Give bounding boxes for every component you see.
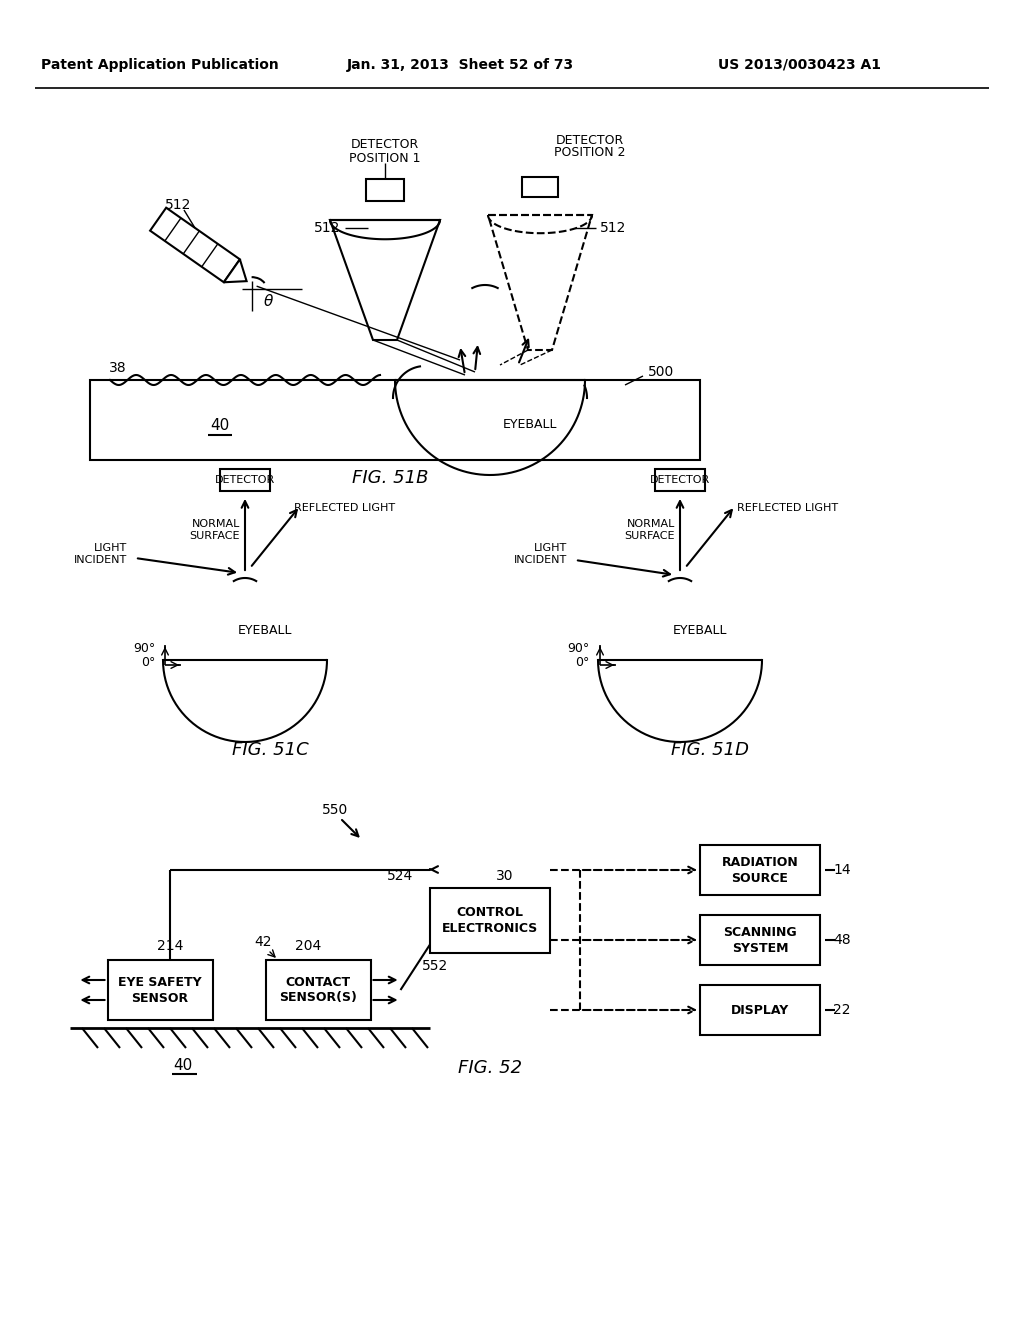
Text: 500: 500 xyxy=(648,366,674,379)
Text: DETECTOR: DETECTOR xyxy=(650,475,710,484)
Bar xyxy=(700,845,820,895)
Bar xyxy=(700,915,820,965)
Text: SURFACE: SURFACE xyxy=(625,531,675,541)
Bar xyxy=(366,178,404,201)
Text: EYE SAFETY: EYE SAFETY xyxy=(118,975,202,989)
Text: REFLECTED LIGHT: REFLECTED LIGHT xyxy=(737,503,839,513)
Bar xyxy=(108,960,213,1020)
Text: 48: 48 xyxy=(834,933,851,946)
Text: SENSOR(S): SENSOR(S) xyxy=(280,991,357,1005)
Text: Jan. 31, 2013  Sheet 52 of 73: Jan. 31, 2013 Sheet 52 of 73 xyxy=(346,58,573,73)
Text: 204: 204 xyxy=(295,939,322,953)
Polygon shape xyxy=(488,215,592,350)
Polygon shape xyxy=(224,259,247,282)
Text: CONTROL: CONTROL xyxy=(457,906,523,919)
Bar xyxy=(265,960,371,1020)
Text: LIGHT: LIGHT xyxy=(94,543,127,553)
Text: EYEBALL: EYEBALL xyxy=(238,623,292,636)
Text: DETECTOR: DETECTOR xyxy=(215,475,275,484)
Text: 14: 14 xyxy=(834,863,851,876)
Text: FIG. 51D: FIG. 51D xyxy=(671,741,749,759)
Text: SCANNING: SCANNING xyxy=(723,925,797,939)
Text: RADIATION: RADIATION xyxy=(722,855,799,869)
Text: DETECTOR: DETECTOR xyxy=(556,133,624,147)
Text: EYEBALL: EYEBALL xyxy=(673,623,727,636)
Text: LIGHT: LIGHT xyxy=(534,543,567,553)
Bar xyxy=(522,177,558,197)
Text: 42: 42 xyxy=(254,935,271,949)
Text: 90°: 90° xyxy=(567,642,590,655)
Text: 512: 512 xyxy=(313,220,340,235)
Text: SOURCE: SOURCE xyxy=(731,871,788,884)
Text: SENSOR: SENSOR xyxy=(131,991,188,1005)
Bar xyxy=(655,469,705,491)
Text: 524: 524 xyxy=(387,869,413,883)
Text: $\theta$: $\theta$ xyxy=(263,293,274,309)
Text: 30: 30 xyxy=(497,869,514,883)
Text: FIG. 52: FIG. 52 xyxy=(458,1059,522,1077)
Text: REFLECTED LIGHT: REFLECTED LIGHT xyxy=(295,503,395,513)
Text: FIG. 51C: FIG. 51C xyxy=(231,741,308,759)
Text: SURFACE: SURFACE xyxy=(189,531,240,541)
Text: 0°: 0° xyxy=(140,656,155,668)
Bar xyxy=(700,985,820,1035)
Text: INCIDENT: INCIDENT xyxy=(514,554,567,565)
Text: NORMAL: NORMAL xyxy=(191,519,240,529)
Text: 214: 214 xyxy=(157,939,183,953)
Text: 38: 38 xyxy=(110,360,127,375)
Bar xyxy=(220,469,270,491)
Text: US 2013/0030423 A1: US 2013/0030423 A1 xyxy=(719,58,882,73)
Text: DETECTOR: DETECTOR xyxy=(351,139,419,152)
Text: 40: 40 xyxy=(173,1059,193,1073)
Bar xyxy=(430,887,550,953)
Text: INCIDENT: INCIDENT xyxy=(74,554,127,565)
Text: POSITION 2: POSITION 2 xyxy=(554,147,626,160)
Text: FIG. 51B: FIG. 51B xyxy=(352,469,428,487)
Text: 512: 512 xyxy=(600,220,627,235)
Text: 550: 550 xyxy=(322,803,348,817)
Text: NORMAL: NORMAL xyxy=(627,519,675,529)
Text: 40: 40 xyxy=(210,417,229,433)
Text: 512: 512 xyxy=(165,198,191,213)
Bar xyxy=(90,380,700,459)
Text: 0°: 0° xyxy=(575,656,590,668)
Text: 552: 552 xyxy=(422,960,449,974)
Text: ELECTRONICS: ELECTRONICS xyxy=(442,921,539,935)
Text: DISPLAY: DISPLAY xyxy=(731,1003,790,1016)
Polygon shape xyxy=(151,207,240,282)
Text: Patent Application Publication: Patent Application Publication xyxy=(41,58,279,73)
Text: 90°: 90° xyxy=(133,642,155,655)
Text: POSITION 1: POSITION 1 xyxy=(349,152,421,165)
Text: 22: 22 xyxy=(834,1003,851,1016)
Text: CONTACT: CONTACT xyxy=(286,975,350,989)
Text: EYEBALL: EYEBALL xyxy=(503,418,557,432)
Polygon shape xyxy=(330,220,440,341)
Text: SYSTEM: SYSTEM xyxy=(732,941,788,954)
